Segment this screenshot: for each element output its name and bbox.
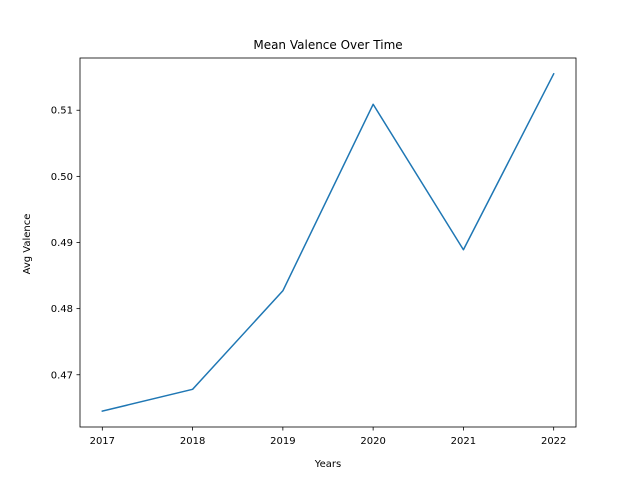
x-axis-label: Years (314, 459, 341, 470)
x-tick-label: 2019 (270, 436, 295, 447)
y-tick-label: 0.49 (51, 238, 73, 249)
y-axis-label: Avg Valence (22, 214, 33, 275)
x-tick-label: 2018 (180, 436, 205, 447)
plot-area: 2017 2018 2019 2020 2021 2022 0.47 0.48 0.49 0.50… (51, 57, 577, 447)
x-tick-label: 2021 (451, 436, 476, 447)
axes-frame (79, 57, 577, 428)
x-tick-label: 2022 (541, 436, 566, 447)
x-tick-label: 2020 (360, 436, 385, 447)
series-line (101, 72, 555, 413)
y-tick-label: 0.51 (51, 106, 73, 117)
chart-title: Mean Valence Over Time (253, 38, 402, 52)
x-tick-label: 2017 (90, 436, 115, 447)
y-tick-label: 0.48 (51, 304, 73, 315)
y-tick-label: 0.47 (51, 370, 73, 381)
y-tick-label: 0.50 (51, 172, 73, 183)
